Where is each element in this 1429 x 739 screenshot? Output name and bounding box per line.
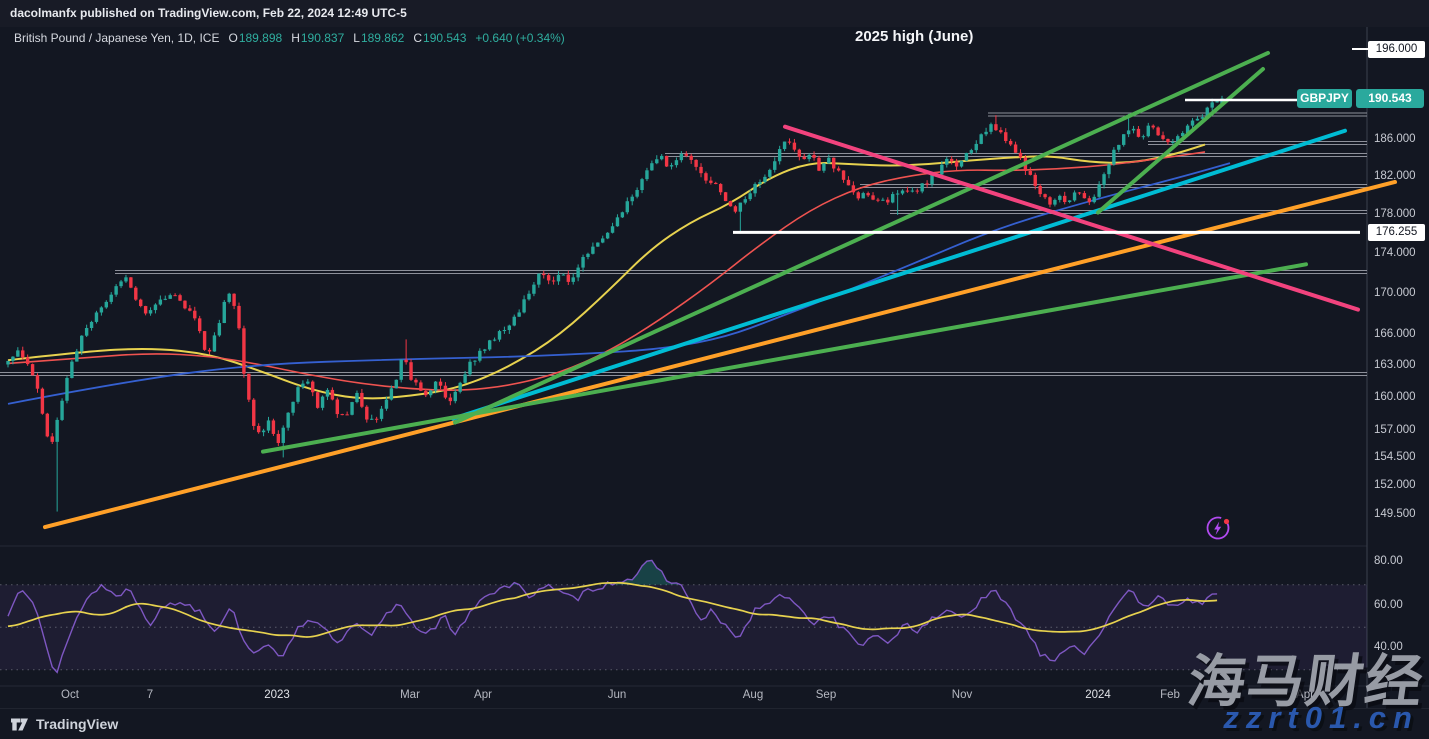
time-axis-label: Jun bbox=[607, 689, 627, 701]
technicals-flash-icon[interactable] bbox=[1203, 513, 1232, 542]
symbol-title[interactable]: British Pound / Japanese Yen, 1D, ICE bbox=[14, 31, 220, 45]
price-scale-label: 166.000 bbox=[1374, 328, 1416, 340]
rsi-scale-label: 80.00 bbox=[1374, 555, 1403, 567]
pane-separators bbox=[0, 27, 1429, 708]
time-axis-label: Nov bbox=[951, 689, 973, 701]
rsi-ma-line bbox=[7, 581, 1218, 638]
time-axis-label: 2024 bbox=[1085, 689, 1111, 701]
trendline-green-channel-upper[interactable] bbox=[1096, 67, 1265, 215]
candles-layer bbox=[6, 95, 1224, 512]
price-scale-label: 157.000 bbox=[1374, 424, 1416, 436]
price-scale-label: 182.000 bbox=[1374, 170, 1416, 182]
alert-dot bbox=[1223, 518, 1230, 525]
time-axis-label: Feb bbox=[1160, 689, 1180, 701]
ma-red bbox=[7, 151, 1206, 391]
ohlc-label: C bbox=[413, 31, 423, 45]
annotation-title[interactable]: 2025 high (June) bbox=[855, 28, 974, 45]
trendline-green-channel-lower[interactable] bbox=[453, 50, 1270, 425]
price-scale-label: 178.000 bbox=[1374, 208, 1416, 220]
symbol-legend[interactable]: British Pound / Japanese Yen, 1D, ICE O18… bbox=[14, 31, 565, 45]
price-level-badge: 176.255 bbox=[1368, 223, 1425, 241]
price-scale-label: 170.000 bbox=[1374, 287, 1416, 299]
ma-yellow bbox=[7, 143, 1206, 400]
trendline-cyan-support[interactable] bbox=[451, 128, 1347, 421]
change-value: +0.640 (+0.34%) bbox=[475, 31, 565, 45]
trendline-pink-resistance[interactable] bbox=[783, 124, 1360, 312]
time-axis-label: Mar bbox=[400, 689, 420, 701]
price-scale-label: 149.500 bbox=[1374, 508, 1416, 520]
ohlc-value: 189.862 bbox=[360, 31, 405, 45]
footer-bar: TradingView bbox=[0, 708, 1429, 739]
rsi-line bbox=[7, 559, 1218, 674]
trendline-orange-support[interactable] bbox=[43, 179, 1397, 530]
time-axis-label: 7 bbox=[146, 689, 154, 701]
price-scale-label: 160.000 bbox=[1374, 391, 1416, 403]
ohlc-label: H bbox=[291, 31, 300, 45]
ma-blue bbox=[7, 162, 1231, 405]
price-level-badge: 196.000 bbox=[1368, 40, 1425, 58]
ohlc-value: 189.898 bbox=[238, 31, 283, 45]
time-axis-label: Apr bbox=[474, 689, 492, 701]
rsi-scale-label: 40.00 bbox=[1374, 641, 1403, 653]
time-axis-label: Apr bbox=[1296, 689, 1314, 701]
rsi-overbought-fill bbox=[8, 560, 1218, 585]
trendline-green-long-support[interactable] bbox=[261, 262, 1308, 454]
tradingview-logo-icon[interactable] bbox=[10, 716, 29, 733]
trendlines[interactable] bbox=[43, 50, 1397, 530]
ohlc-value: 190.837 bbox=[300, 31, 345, 45]
time-axis-label: Aug bbox=[742, 689, 764, 701]
publish-info-text: dacolmanfx published on TradingView.com,… bbox=[10, 6, 407, 20]
watermark-site: zzrt01.cn bbox=[1223, 700, 1419, 735]
publish-info-bar: dacolmanfx published on TradingView.com,… bbox=[0, 0, 1429, 27]
ohlc-label: L bbox=[353, 31, 360, 45]
rsi-pane bbox=[0, 559, 1367, 674]
current-price-badge: 190.543 bbox=[1356, 88, 1424, 108]
time-axis-label: 2023 bbox=[264, 689, 290, 701]
time-axis-label: Oct bbox=[61, 689, 79, 701]
ohlc-value: 190.543 bbox=[423, 31, 467, 45]
time-axis-label: Sep bbox=[815, 689, 837, 701]
tradingview-brand-text[interactable]: TradingView bbox=[36, 716, 119, 732]
ohlc-values: O189.898 H190.837 L189.862 C190.543 +0.640 (… bbox=[219, 31, 564, 45]
price-scale-label: 174.000 bbox=[1374, 247, 1416, 259]
price-scale-label: 152.000 bbox=[1374, 479, 1416, 491]
ohlc-label: O bbox=[228, 31, 238, 45]
price-scale-label: 186.000 bbox=[1374, 133, 1416, 145]
price-scale-label: 163.000 bbox=[1374, 359, 1416, 371]
rsi-scale-label: 60.00 bbox=[1374, 599, 1403, 611]
price-scale-label: 154.500 bbox=[1374, 451, 1416, 463]
symbol-tag-badge: GBPJPY bbox=[1297, 88, 1352, 108]
horizontal-levels[interactable] bbox=[0, 112, 1367, 377]
